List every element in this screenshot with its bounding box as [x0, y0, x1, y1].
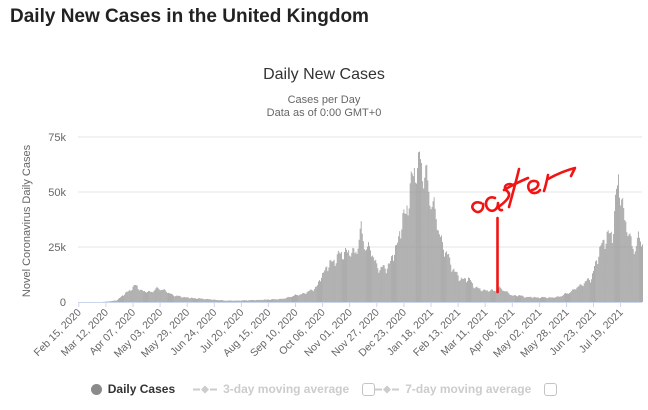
diamond-line-marker-icon [193, 385, 218, 393]
chart-title: Daily New Cases [263, 66, 385, 83]
legend-item-7day-average[interactable]: 7-day moving average [375, 382, 531, 396]
x-axis-tick-marks [78, 302, 622, 307]
chart-subtitle-line2: Data as of 0:00 GMT+0 [266, 107, 382, 119]
chart-subtitle-line1: Cases per Day [287, 94, 361, 106]
chart-subtitle: Cases per Day Data as of 0:00 GMT+0 [0, 94, 648, 120]
y-tick-label: 50k [48, 187, 66, 199]
circle-marker-icon [90, 383, 102, 395]
legend: Daily Cases 3-day moving average 7-day m… [0, 382, 648, 396]
diamond-line-marker-icon [375, 385, 400, 393]
y-tick-label: 25k [48, 242, 66, 254]
legend-item-daily-cases[interactable]: Daily Cases [90, 382, 176, 396]
legend-label-3day-average: 3-day moving average [223, 382, 350, 396]
y-tick-label: 75k [48, 132, 66, 144]
daily-cases-series[interactable] [103, 151, 643, 302]
y-tick-label: 0 [60, 297, 66, 309]
legend-label-7day-average: 7-day moving average [405, 382, 532, 396]
y-axis-title: Novel Coronavirus Daily Cases [21, 144, 33, 297]
daily-cases-bars[interactable] [103, 151, 643, 302]
legend-label-daily-cases: Daily Cases [107, 382, 176, 396]
page-title: Daily New Cases in the United Kingdom [10, 6, 369, 27]
checkbox-7day-average[interactable] [544, 382, 558, 396]
checkbox-3day-average[interactable] [362, 382, 376, 396]
legend-item-3day-average[interactable]: 3-day moving average [193, 382, 349, 396]
